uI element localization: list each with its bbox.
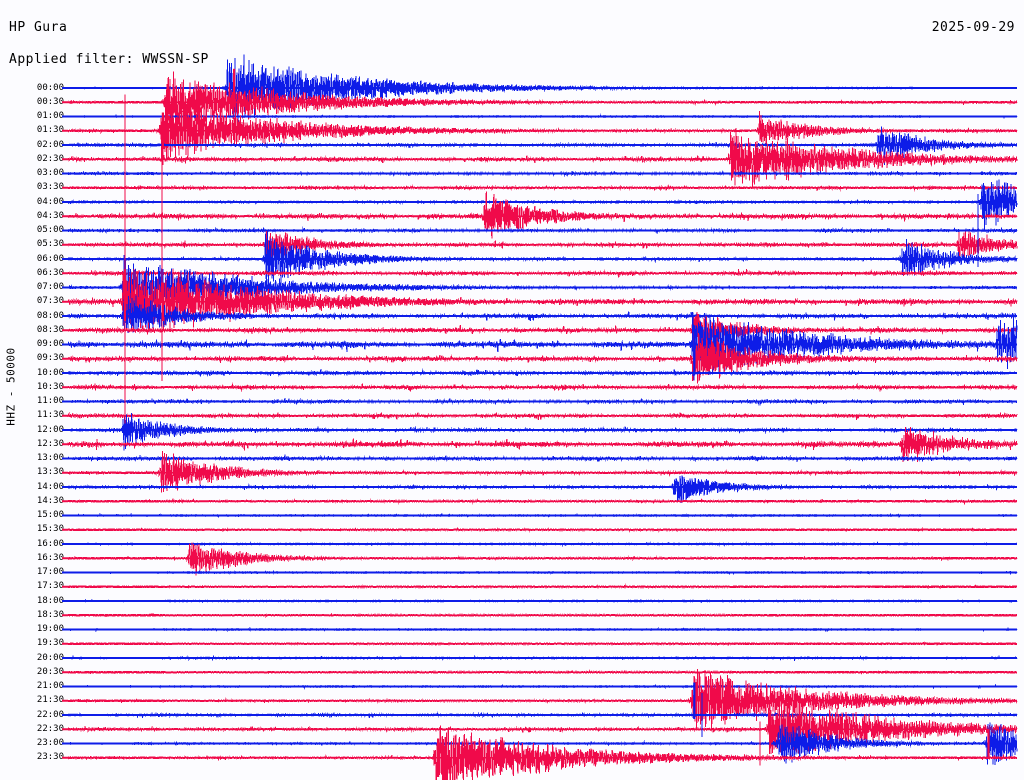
time-label: 19:00 bbox=[36, 624, 64, 634]
time-label: 12:00 bbox=[36, 424, 64, 435]
time-label: 02:30 bbox=[36, 153, 64, 164]
time-label: 10:00 bbox=[36, 367, 64, 378]
time-label: 11:30 bbox=[36, 410, 64, 421]
time-label: 16:30 bbox=[36, 552, 64, 563]
time-axis-labels: 00:00 00:30 01:00 01:30 02:00 02:30 03:00 03:30… bbox=[0, 0, 72, 780]
time-label: 05:00 bbox=[36, 225, 64, 235]
trace bbox=[67, 127, 1018, 188]
time-label: 04:00 bbox=[36, 196, 64, 207]
time-label: 09:30 bbox=[36, 353, 64, 364]
time-label: 21:00 bbox=[36, 681, 64, 691]
time-label: 01:30 bbox=[36, 125, 64, 136]
time-label: 04:30 bbox=[36, 210, 64, 221]
time-label: 05:30 bbox=[36, 239, 64, 250]
time-label: 22:30 bbox=[36, 723, 64, 734]
time-label: 06:30 bbox=[36, 267, 64, 278]
time-label: 20:00 bbox=[36, 652, 64, 663]
page-title: HP Gura bbox=[9, 20, 68, 35]
time-label: 14:30 bbox=[36, 495, 64, 506]
time-label: 15:30 bbox=[36, 524, 64, 535]
trace bbox=[67, 314, 1018, 381]
time-label: 13:00 bbox=[36, 453, 64, 463]
time-label: 12:30 bbox=[36, 438, 64, 449]
time-label: 23:00 bbox=[36, 738, 64, 748]
time-label: 18:00 bbox=[36, 595, 64, 606]
time-label: 00:30 bbox=[36, 96, 64, 107]
time-label: 03:30 bbox=[36, 182, 64, 193]
time-label: 15:00 bbox=[36, 510, 64, 520]
time-label: 09:00 bbox=[36, 339, 64, 349]
applied-filter-label: Applied filter: WWSSN-SP bbox=[9, 52, 209, 67]
time-label: 08:30 bbox=[36, 324, 64, 335]
time-label: 10:30 bbox=[36, 381, 64, 392]
trace bbox=[67, 268, 1018, 332]
record-date: 2025-09-29 bbox=[931, 20, 1015, 35]
time-label: 00:00 bbox=[36, 82, 64, 93]
time-label: 20:30 bbox=[36, 666, 64, 677]
time-label: 02:00 bbox=[36, 139, 64, 150]
time-label: 19:30 bbox=[36, 638, 64, 649]
time-label: 17:30 bbox=[36, 581, 64, 592]
time-label: 07:00 bbox=[36, 282, 64, 292]
time-label: 03:00 bbox=[36, 168, 64, 178]
time-label: 01:00 bbox=[36, 111, 64, 121]
time-label: 21:30 bbox=[36, 695, 64, 706]
time-label: 11:00 bbox=[36, 396, 64, 406]
trace bbox=[67, 191, 1018, 239]
time-label: 13:30 bbox=[36, 467, 64, 478]
time-label: 22:00 bbox=[36, 709, 64, 720]
time-label: 17:00 bbox=[36, 567, 64, 577]
time-label: 06:00 bbox=[36, 253, 64, 264]
time-label: 08:00 bbox=[36, 310, 64, 321]
time-label: 23:30 bbox=[36, 752, 64, 763]
time-label: 14:00 bbox=[36, 481, 64, 492]
trace bbox=[67, 475, 1017, 504]
time-label: 18:30 bbox=[36, 609, 64, 620]
time-label: 16:00 bbox=[36, 538, 64, 549]
time-label: 07:30 bbox=[36, 296, 64, 307]
